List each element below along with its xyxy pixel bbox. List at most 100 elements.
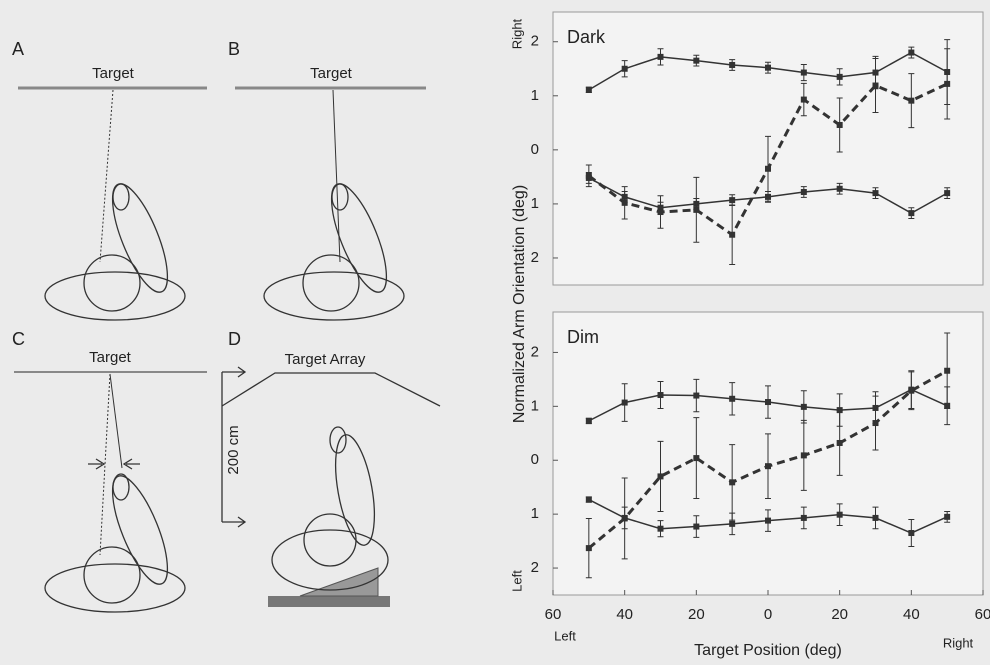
marker — [836, 121, 843, 128]
marker — [800, 189, 807, 196]
x-end-label: Left — [554, 628, 576, 643]
pointing-line — [99, 89, 114, 263]
panel-label: C — [12, 329, 25, 349]
marker — [800, 403, 807, 410]
marker — [872, 82, 879, 89]
marker — [585, 172, 592, 179]
marker — [585, 496, 592, 503]
marker — [800, 452, 807, 459]
x-tick-label: 0 — [764, 606, 772, 623]
marker — [944, 367, 951, 374]
marker — [908, 210, 915, 217]
marker — [872, 420, 879, 427]
marker — [729, 395, 736, 402]
marker — [908, 530, 915, 537]
marker — [944, 513, 951, 520]
marker — [765, 517, 771, 524]
marker — [908, 49, 915, 56]
person — [44, 183, 186, 321]
y-tick-label: 0 — [531, 451, 539, 468]
marker — [621, 515, 628, 522]
x-tick-label: 60 — [975, 606, 990, 623]
x-tick-label: 40 — [616, 606, 633, 623]
panel-label: B — [228, 39, 240, 59]
marker — [836, 439, 843, 446]
person — [44, 473, 186, 613]
marker — [621, 65, 628, 72]
marker — [621, 399, 628, 406]
panel-label: D — [228, 329, 241, 349]
marker — [693, 57, 700, 64]
y-tick-label: 2 — [531, 343, 539, 360]
marker — [872, 190, 879, 197]
y-tick-label: 1 — [531, 195, 539, 212]
distance-marker — [221, 366, 247, 528]
marker — [657, 53, 664, 60]
marker — [944, 80, 951, 87]
marker — [872, 514, 879, 521]
y-tick-label: 1 — [531, 397, 539, 414]
marker — [765, 165, 771, 172]
marker — [836, 407, 843, 414]
y-tick-label: 2 — [531, 559, 539, 576]
target-label: Target — [89, 349, 132, 366]
marker — [693, 392, 700, 399]
person — [263, 183, 405, 321]
marker — [729, 61, 736, 68]
y-tick-label: 1 — [531, 87, 539, 104]
marker — [729, 231, 736, 238]
marker — [657, 473, 664, 480]
marker — [908, 97, 915, 104]
pointing-line — [332, 89, 341, 263]
marker — [693, 523, 700, 530]
x-tick-label: 20 — [688, 606, 705, 623]
x-tick-label: 40 — [903, 606, 920, 623]
marker — [693, 455, 700, 462]
y-tick-label: 1 — [531, 505, 539, 522]
marker — [729, 520, 736, 527]
target-label: Target — [92, 65, 135, 82]
marker — [729, 197, 736, 204]
distance-label: 200 cm — [225, 425, 242, 474]
marker — [585, 417, 592, 424]
chart-title: Dark — [567, 27, 606, 47]
marker — [621, 199, 628, 206]
marker — [800, 69, 807, 76]
marker — [836, 185, 843, 192]
marker — [585, 86, 592, 93]
y-end-label: Left — [509, 570, 524, 592]
x-axis-label: Target Position (deg) — [694, 642, 842, 659]
panel-label: A — [12, 39, 24, 59]
marker — [693, 206, 700, 213]
marker — [729, 479, 736, 486]
x-end-label: Right — [943, 635, 974, 650]
x-tick-label: 60 — [545, 606, 562, 623]
marker — [944, 190, 951, 197]
marker — [585, 545, 592, 552]
marker — [836, 73, 843, 80]
marker — [800, 96, 807, 103]
marker — [657, 392, 664, 399]
wedge — [299, 567, 379, 597]
marker — [657, 525, 664, 532]
x-tick-label: 20 — [831, 606, 848, 623]
y-axis-label: Normalized Arm Orientation (deg) — [511, 185, 528, 423]
y-end-label: Right — [509, 18, 524, 49]
marker — [836, 511, 843, 518]
marker — [800, 514, 807, 521]
marker — [657, 209, 664, 216]
y-tick-label: 0 — [531, 141, 539, 158]
marker — [765, 463, 771, 470]
y-tick-label: 2 — [531, 249, 539, 266]
table — [268, 596, 390, 607]
pointing-line — [109, 373, 123, 469]
person — [271, 426, 389, 591]
marker — [765, 64, 771, 71]
target-label: Target Array — [285, 351, 366, 368]
chart-title: Dim — [567, 327, 599, 347]
marker — [765, 399, 771, 406]
y-tick-label: 2 — [531, 33, 539, 50]
target-array — [221, 372, 441, 407]
marker — [908, 387, 915, 394]
